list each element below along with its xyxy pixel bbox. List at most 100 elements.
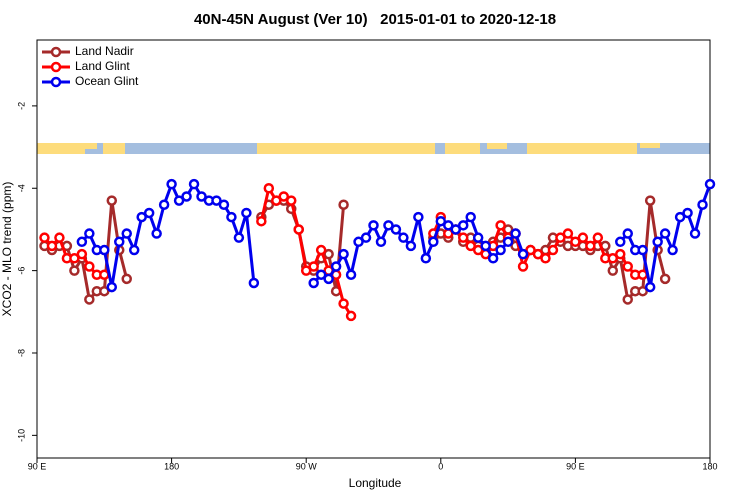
data-point (315, 269, 327, 280)
data-point (99, 244, 110, 256)
data-point (271, 195, 282, 206)
data-point (226, 211, 237, 223)
plot-frame (36, 39, 711, 459)
legend-text: Land Nadir (75, 44, 134, 58)
data-point (622, 228, 633, 239)
data-point (697, 199, 708, 210)
data-point (465, 240, 476, 252)
data-point (615, 236, 626, 248)
data-point (517, 261, 529, 272)
land-band (527, 143, 637, 154)
data-point (547, 244, 559, 256)
legend-marker (50, 61, 62, 73)
data-point (450, 224, 462, 235)
data-point (674, 211, 686, 223)
data-point (502, 236, 514, 248)
data-point (46, 240, 58, 252)
data-point (278, 191, 290, 202)
data-point (136, 211, 147, 223)
data-point (353, 236, 364, 248)
data-point (659, 273, 671, 285)
data-point (487, 253, 499, 264)
data-point (106, 195, 118, 206)
y-tick-label: -10 (16, 429, 26, 442)
data-point (263, 183, 275, 194)
data-point (338, 199, 349, 210)
data-point (555, 232, 566, 243)
data-point (166, 178, 177, 190)
data-point (345, 269, 357, 280)
data-point (338, 248, 349, 260)
land-band (85, 143, 97, 149)
data-point (644, 281, 656, 293)
x-tick-label: 180 (702, 461, 717, 471)
data-point (173, 195, 185, 206)
data-point (398, 232, 409, 243)
data-point (495, 220, 506, 231)
data-point (211, 195, 222, 206)
data-point (360, 232, 372, 243)
data-point (99, 285, 110, 297)
data-point (667, 244, 678, 256)
data-point (615, 248, 626, 260)
x-tick-label: 90 W (296, 461, 318, 471)
data-point (592, 232, 604, 243)
chart-title: 40N-45N August (Ver 10) 2015-01-01 to 20… (194, 11, 556, 28)
data-point (218, 199, 230, 210)
data-point (607, 265, 619, 276)
data-point (637, 244, 648, 256)
data-point (84, 261, 95, 272)
data-point (308, 277, 319, 289)
data-point (143, 207, 155, 219)
data-point (241, 207, 252, 219)
data-point (517, 248, 529, 260)
data-point (114, 236, 125, 248)
data-point (345, 310, 357, 322)
data-point (293, 224, 304, 235)
data-point (315, 244, 327, 256)
data-point (443, 220, 454, 231)
legend-marker (50, 46, 62, 58)
land-band (640, 143, 660, 148)
x-tick-label: 90 E (566, 461, 585, 471)
data-point (577, 232, 589, 243)
data-point (510, 228, 521, 239)
data-point (570, 236, 581, 248)
land-band (257, 143, 435, 154)
data-point (39, 232, 50, 243)
y-tick-label: -2 (16, 102, 26, 110)
data-point (323, 248, 334, 260)
data-point (428, 236, 439, 248)
land-band (487, 143, 507, 149)
data-point (532, 248, 544, 260)
data-point (383, 220, 394, 231)
data-point (495, 244, 506, 256)
data-point (196, 191, 207, 202)
data-point (637, 269, 648, 280)
y-tick-label: -4 (16, 184, 26, 192)
data-point (151, 228, 162, 239)
data-point (405, 240, 417, 252)
data-point (607, 253, 619, 264)
data-point (121, 228, 132, 239)
legend-text: Land Glint (75, 59, 130, 73)
data-point (644, 195, 656, 206)
land-band (37, 143, 85, 154)
land-sea-band (37, 143, 710, 154)
data-point (233, 232, 245, 243)
legend-marker (50, 76, 62, 88)
data-point (106, 281, 118, 293)
data-point (248, 277, 260, 289)
data-point (457, 220, 469, 231)
data-point (472, 244, 484, 256)
data-point (465, 211, 476, 223)
data-point (338, 298, 349, 309)
data-point (704, 178, 716, 190)
data-point (622, 294, 633, 305)
data-point (128, 244, 140, 256)
legend-text: Ocean Glint (75, 74, 139, 88)
data-point (323, 273, 334, 285)
data-point (420, 253, 432, 264)
data-point (390, 224, 402, 235)
